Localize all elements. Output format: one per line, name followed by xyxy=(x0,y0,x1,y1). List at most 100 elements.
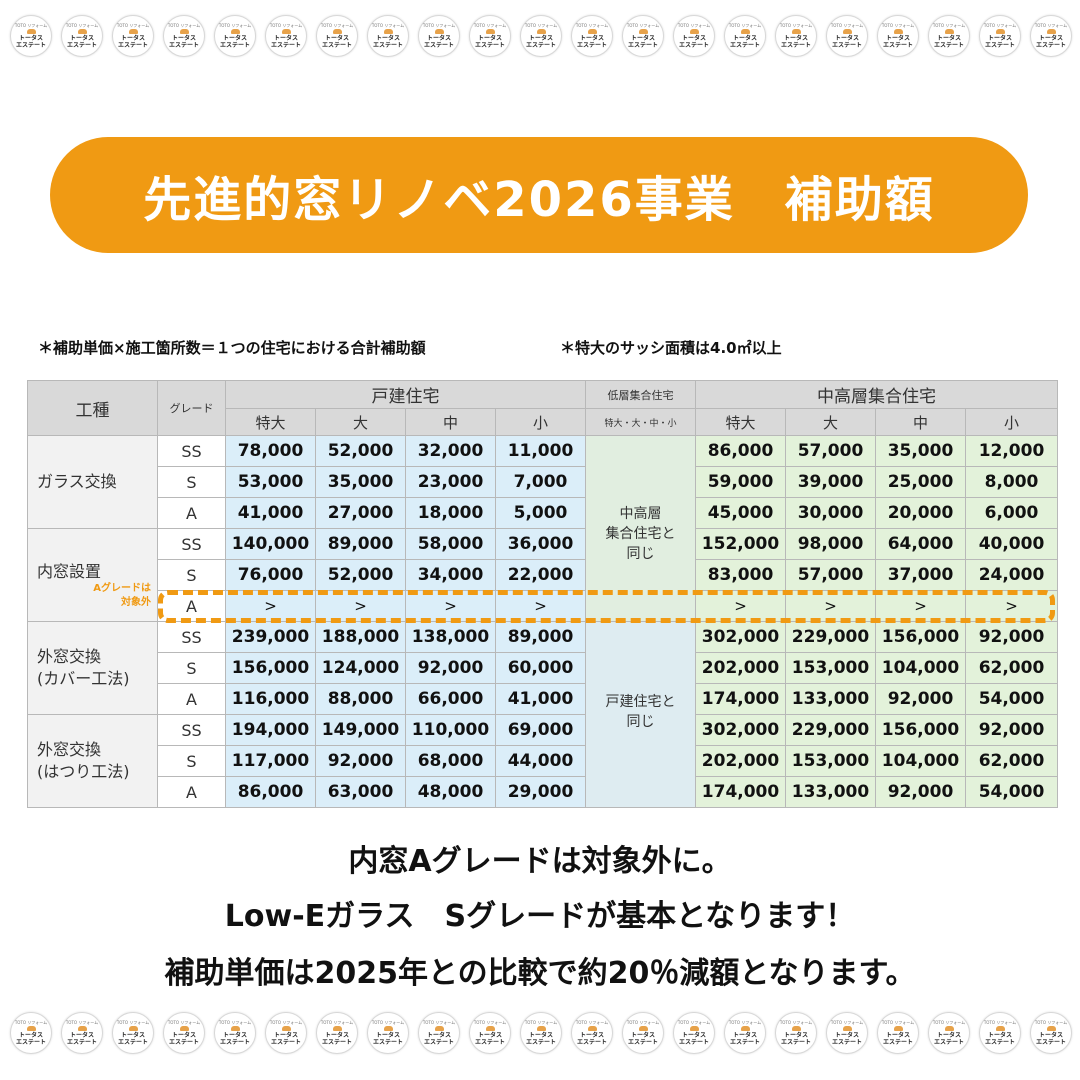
footer-line-2: Low-Eガラス Sグレードが基本となります！ xyxy=(224,899,856,934)
mid-rise-value: 92,000 xyxy=(965,714,1058,746)
mid-rise-value: 57,000 xyxy=(785,435,876,467)
cat-icon xyxy=(536,29,546,34)
detached-value: 69,000 xyxy=(495,714,586,746)
footer-line-1: 内窓Aグレードは対象外に。 xyxy=(348,844,732,879)
cat-icon xyxy=(689,29,699,34)
inner-a-note: Aグレードは 対象外 xyxy=(93,583,151,608)
detached-value: 5,000 xyxy=(495,497,586,529)
cat-icon xyxy=(587,29,597,34)
table-row: A > > > > > > > > xyxy=(28,590,1058,622)
mid-rise-value: > xyxy=(875,590,966,622)
mid-rise-value: 153,000 xyxy=(785,652,876,684)
mid-rise-value: 83,000 xyxy=(695,559,786,591)
detached-value: 140,000 xyxy=(225,528,316,560)
mid-rise-value: 35,000 xyxy=(875,435,966,467)
cat-icon xyxy=(485,1026,495,1031)
size-header: 特大 xyxy=(225,408,316,436)
header-low-rise: 低層集合住宅 xyxy=(585,380,696,409)
detached-value: 48,000 xyxy=(405,776,496,808)
size-header: 小 xyxy=(965,408,1058,436)
mid-rise-value: 57,000 xyxy=(785,559,876,591)
cat-icon xyxy=(893,29,903,34)
work-cover: 外窓交換 (カバー工法) xyxy=(27,621,158,715)
mid-rise-value: 64,000 xyxy=(875,528,966,560)
mid-rise-value: 12,000 xyxy=(965,435,1058,467)
detached-value: 194,000 xyxy=(225,714,316,746)
detached-value: 7,000 xyxy=(495,466,586,498)
table-row: ガラス交換 SS 78,000 52,000 32,000 11,000 中高層 集合住宅と同… xyxy=(27,435,1058,622)
mid-rise-value: 174,000 xyxy=(695,776,786,808)
cat-icon xyxy=(26,29,36,34)
brand-logo: TOTO リフォーム トータス エステート xyxy=(61,1012,103,1054)
brand-logo: TOTO リフォーム トータス エステート xyxy=(316,15,358,57)
size-header: 中 xyxy=(405,408,496,436)
detached-value: 32,000 xyxy=(405,435,496,467)
detached-value: > xyxy=(315,590,406,622)
grade-cell: S xyxy=(157,559,226,591)
mid-rise-value: 98,000 xyxy=(785,528,876,560)
mid-rise-value: 302,000 xyxy=(695,714,786,746)
cat-icon xyxy=(485,29,495,34)
table-row: A 41,000 27,000 18,000 5,000 45,000 30,000 20,0… xyxy=(28,497,1058,529)
mid-rise-value: 40,000 xyxy=(965,528,1058,560)
cat-icon xyxy=(128,29,138,34)
mid-rise-value: 54,000 xyxy=(965,683,1058,715)
detached-value: > xyxy=(405,590,496,622)
header-mid-rise: 中高層集合住宅 xyxy=(695,380,1058,409)
detached-value: 156,000 xyxy=(225,652,316,684)
cat-icon xyxy=(740,29,750,34)
brand-logo: TOTO リフォーム トータス エステート xyxy=(418,1012,460,1054)
grade-cell: SS xyxy=(157,528,226,560)
brand-logo: TOTO リフォーム トータス エステート xyxy=(877,1012,919,1054)
brand-logo: TOTO リフォーム トータス エステート xyxy=(61,15,103,57)
cat-icon xyxy=(77,1026,87,1031)
cat-icon xyxy=(638,29,648,34)
cat-icon xyxy=(893,1026,903,1031)
mid-rise-value: 229,000 xyxy=(785,621,876,653)
grade-cell: S xyxy=(157,745,226,777)
brand-logo: TOTO リフォーム トータス エステート xyxy=(520,1012,562,1054)
cat-icon xyxy=(281,1026,291,1031)
detached-value: 110,000 xyxy=(405,714,496,746)
grade-cell: SS xyxy=(157,621,226,653)
detached-value: 44,000 xyxy=(495,745,586,777)
detached-value: 89,000 xyxy=(315,528,406,560)
detached-value: 117,000 xyxy=(225,745,316,777)
brand-logo: TOTO リフォーム トータス エステート xyxy=(928,15,970,57)
brand-logo: TOTO リフォーム トータス エステート xyxy=(10,15,52,57)
detached-value: 11,000 xyxy=(495,435,586,467)
brand-logo: TOTO リフォーム トータス エステート xyxy=(10,1012,52,1054)
brand-logo: TOTO リフォーム トータス エステート xyxy=(724,15,766,57)
brand-logo: TOTO リフォーム トータス エステート xyxy=(826,15,868,57)
mid-rise-value: 6,000 xyxy=(965,497,1058,529)
detached-value: 138,000 xyxy=(405,621,496,653)
detached-value: 88,000 xyxy=(315,683,406,715)
cat-icon xyxy=(128,1026,138,1031)
brand-logo: TOTO リフォーム トータス エステート xyxy=(622,1012,664,1054)
cat-icon xyxy=(434,1026,444,1031)
table-row: 外窓交換 (カバー工法) SS 239,000 188,000 138,000 89,000… xyxy=(27,621,1058,808)
cat-icon xyxy=(230,29,240,34)
brand-logo: TOTO リフォーム トータス エステート xyxy=(469,1012,511,1054)
brand-logo: TOTO リフォーム トータス エステート xyxy=(469,15,511,57)
detached-value: 86,000 xyxy=(225,776,316,808)
mid-rise-value: 86,000 xyxy=(695,435,786,467)
mid-rise-value: 92,000 xyxy=(965,621,1058,653)
grade-cell: A xyxy=(157,683,226,715)
low-rise-same-as-detached: 戸建住宅と 同じ xyxy=(585,621,696,808)
size-header: 中 xyxy=(875,408,966,436)
mid-rise-value: 202,000 xyxy=(695,652,786,684)
mid-rise-value: 156,000 xyxy=(875,621,966,653)
detached-value: 29,000 xyxy=(495,776,586,808)
work-hatsuri: 外窓交換 (はつり工法) xyxy=(27,714,158,808)
cat-icon xyxy=(77,29,87,34)
mid-rise-value: 39,000 xyxy=(785,466,876,498)
table-row: S 156,000 124,000 92,000 60,000 202,000 153,00… xyxy=(28,652,1058,684)
cat-icon xyxy=(587,1026,597,1031)
cat-icon xyxy=(995,1026,1005,1031)
mid-rise-value: 92,000 xyxy=(875,776,966,808)
detached-value: 53,000 xyxy=(225,466,316,498)
logo-row-top: TOTO リフォーム トータス エステート TOTO リフォーム トータス エステート TO… xyxy=(0,15,1080,65)
detached-value: > xyxy=(495,590,586,622)
mid-rise-value: 153,000 xyxy=(785,745,876,777)
